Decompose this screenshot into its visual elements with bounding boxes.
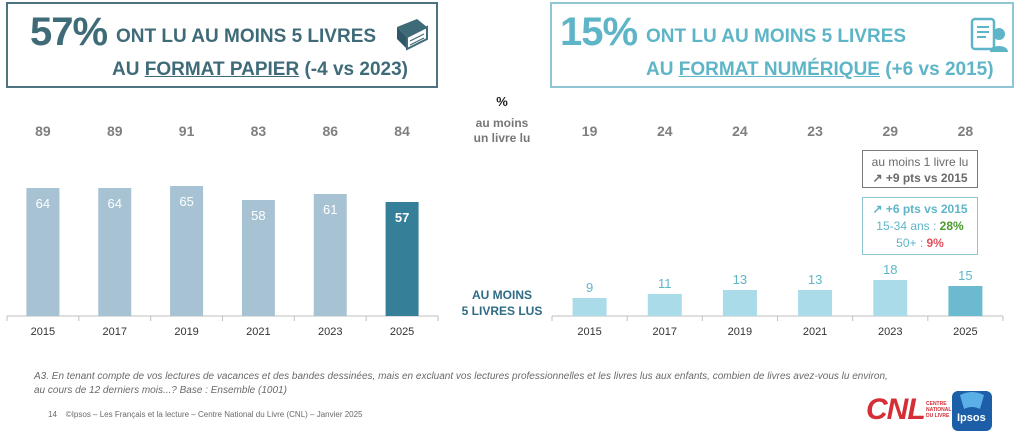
at-least-five-label-line2: 5 LIVRES LUS	[461, 304, 543, 318]
footnote: A3. En tenant compte de vos lectures de …	[34, 370, 934, 398]
paper-reader-value-2019: 91	[179, 123, 195, 139]
age-15-34-label: 15-34 ans :	[876, 219, 940, 233]
paper-bar-2025	[385, 202, 419, 316]
footer-text: ©Ipsos – Les Français et la lecture – Ce…	[65, 410, 363, 419]
at-least-one-label-line2: un livre lu	[473, 131, 531, 145]
digital-year-label-2025: 2025	[953, 326, 977, 338]
header-left-line2: AU FORMAT PAPIER (-4 vs 2023)	[112, 59, 408, 81]
digital-reader-value-2023: 29	[882, 123, 898, 139]
header-right-prefix: AU	[646, 59, 679, 80]
paper-reader-value-2017: 89	[107, 123, 123, 139]
digital-reader-value-2025: 28	[958, 123, 974, 139]
paper-value-label-2023: 61	[323, 202, 337, 217]
callout-digital-line3: 50+ : 9%	[863, 235, 977, 252]
header-right-format: FORMAT NUMÉRIQUE	[678, 59, 880, 80]
age-15-34-value: 28%	[939, 219, 964, 233]
callout-total-line2: ↗ +9 pts vs 2015	[872, 171, 968, 185]
paper-reader-value-2023: 86	[322, 123, 338, 139]
digital-chart: 9 19 2015 11 24 2017 13 24 2019 13 23 2021 18 29 2023 1…	[551, 123, 1004, 338]
cnl-sub2: NATIONAL	[926, 407, 952, 413]
digital-year-label-2023: 2023	[878, 326, 902, 338]
digital-year-label-2021: 2021	[803, 326, 827, 338]
paper-reader-value-2015: 89	[35, 123, 51, 139]
paper-year-label-2021: 2021	[246, 326, 270, 338]
paper-year-label-2019: 2019	[174, 326, 198, 338]
header-left-percent: 57%	[30, 10, 108, 54]
ipsos-logo-text: Ipsos	[957, 412, 986, 424]
age-50-label: 50+ :	[896, 236, 927, 250]
header-left-suffix: (-4 vs 2023)	[299, 59, 408, 80]
digital-year-label-2019: 2019	[728, 326, 752, 338]
digital-value-label-2017: 11	[658, 276, 672, 291]
tablet-reader-icon	[970, 16, 1008, 59]
paper-value-label-2025: 57	[395, 210, 409, 225]
callout-total-line1: au moins 1 livre lu	[871, 155, 969, 169]
paper-reader-value-2025: 84	[394, 123, 410, 139]
page-number: 14	[48, 410, 57, 419]
callout-total-readers: au moins 1 livre lu ↗ +9 pts vs 2015	[862, 150, 978, 188]
paper-value-label-2021: 58	[251, 208, 265, 223]
digital-year-label-2017: 2017	[653, 326, 677, 338]
digital-value-label-2021: 13	[808, 272, 822, 287]
paper-year-label-2015: 2015	[31, 326, 55, 338]
digital-bar-2021	[798, 290, 833, 316]
paper-year-label-2017: 2017	[103, 326, 127, 338]
footnote-line1: A3. En tenant compte de vos lectures de …	[34, 371, 888, 382]
paper-bar-2023	[313, 194, 347, 316]
ipsos-logo: Ipsos	[952, 391, 992, 431]
paper-bar-2017	[98, 188, 132, 316]
digital-bar-2015	[572, 298, 607, 316]
age-50-value: 9%	[926, 236, 944, 250]
header-right-line2: AU FORMAT NUMÉRIQUE (+6 vs 2015)	[646, 59, 994, 81]
cnl-logo: CNL	[866, 393, 926, 426]
header-left-line1: ONT LU AU MOINS 5 LIVRES	[116, 26, 377, 47]
paper-bar-2015	[26, 188, 60, 316]
digital-bar-2017	[647, 294, 682, 316]
header-right-percent: 15%	[560, 10, 638, 54]
header-right-line1: ONT LU AU MOINS 5 LIVRES	[646, 26, 907, 47]
digital-reader-value-2019: 24	[732, 123, 748, 139]
paper-value-label-2017: 64	[108, 196, 122, 211]
paper-bar-2021	[241, 200, 275, 316]
digital-value-label-2025: 15	[958, 268, 972, 283]
digital-value-label-2019: 13	[733, 272, 747, 287]
paper-reader-value-2021: 83	[251, 123, 267, 139]
digital-year-label-2015: 2015	[577, 326, 601, 338]
header-right-suffix: (+6 vs 2015)	[879, 59, 994, 80]
footnote-line2: au cours de 12 derniers mois...? Base : …	[34, 385, 287, 396]
header-left-box: 57% ONT LU AU MOINS 5 LIVRES AU FORMAT P…	[6, 2, 438, 88]
digital-value-label-2023: 18	[883, 262, 897, 277]
at-least-five-label-line1: AU MOINS	[472, 288, 532, 302]
paper-value-label-2019: 65	[179, 194, 193, 209]
digital-reader-value-2021: 23	[807, 123, 823, 139]
ipsos-mark-icon	[960, 392, 984, 409]
callout-digital-detail: ↗ +6 pts vs 2015 15-34 ans : 28% 50+ : 9…	[862, 197, 978, 255]
cnl-sub3: DU LIVRE	[926, 413, 950, 419]
callout-digital-line1: ↗ +6 pts vs 2015	[872, 202, 968, 216]
at-least-one-label-line1: au moins	[475, 116, 529, 130]
digital-bar-2025	[948, 286, 983, 316]
footer: 14 ©Ipsos – Les Français et la lecture –…	[48, 410, 363, 419]
percent-unit-label: %	[496, 94, 508, 109]
callout-digital-line2: 15-34 ans : 28%	[863, 218, 977, 235]
paper-value-label-2015: 64	[36, 196, 50, 211]
paper-year-label-2023: 2023	[318, 326, 342, 338]
header-right-box: 15% ONT LU AU MOINS 5 LIVRES AU FORMAT N…	[550, 2, 1014, 88]
digital-reader-value-2017: 24	[657, 123, 673, 139]
digital-bar-2023	[873, 280, 908, 316]
digital-value-label-2015: 9	[586, 280, 593, 295]
cnl-logo-subtitle: CENTRE NATIONAL DU LIVRE	[926, 401, 951, 419]
paper-year-label-2025: 2025	[390, 326, 414, 338]
book-icon	[391, 17, 431, 58]
digital-reader-value-2015: 19	[582, 123, 598, 139]
paper-chart: 64 89 2015 64 89 2017 65 91 2019 58 83 2021 61 86 2023…	[6, 123, 439, 338]
header-left-format: FORMAT PAPIER	[144, 59, 300, 80]
header-left-prefix: AU	[112, 59, 145, 80]
paper-bar-2019	[170, 186, 204, 316]
cnl-sub1: CENTRE	[926, 401, 947, 407]
digital-bar-2019	[722, 290, 757, 316]
